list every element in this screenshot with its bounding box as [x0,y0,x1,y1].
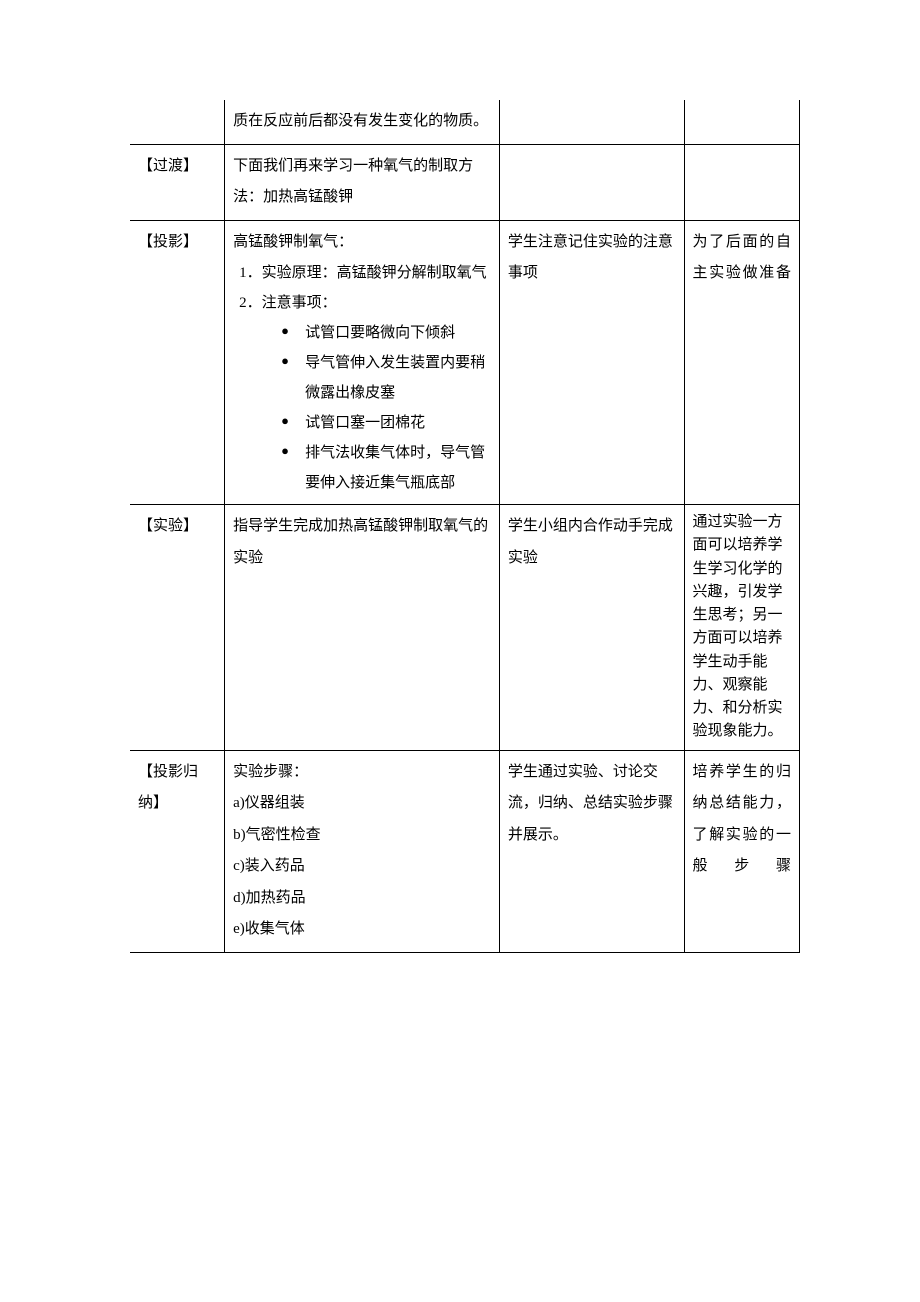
table-row: 【投影归纳】 实验步骤： a)仪器组装 b)气密性检查 c)装入药品 d)加热药… [130,750,800,952]
table-row: 【投影】 高锰酸钾制氧气： 1．实验原理：高锰酸钾分解制取氧气 2．注意事项： … [130,220,800,505]
table-row: 【过渡】 下面我们再来学习一种氧气的制取方法：加热高锰酸钾 [130,144,800,220]
content-heading: 高锰酸钾制氧气： [233,227,491,259]
purpose-text: 培养学生的归纳总结能力，了解实验的一般步骤 [693,764,791,875]
row-purpose: 培养学生的归纳总结能力，了解实验的一般步骤 [684,750,799,952]
step-item: c)装入药品 [233,851,491,883]
bullet-item: 试管口要略微向下倾斜 [281,318,491,348]
row-purpose [684,144,799,220]
row-student: 学生注意记住实验的注意事项 [499,220,684,505]
row-content: 高锰酸钾制氧气： 1．实验原理：高锰酸钾分解制取氧气 2．注意事项： 试管口要略… [225,220,500,505]
row-purpose [684,100,799,144]
row-student: 学生通过实验、讨论交流，归纳、总结实验步骤并展示。 [499,750,684,952]
row-label: 【过渡】 [130,144,225,220]
bullet-item: 导气管伸入发生装置内要稍微露出橡皮塞 [281,348,491,408]
row-label: 【实验】 [130,505,225,751]
row-content: 下面我们再来学习一种氧气的制取方法：加热高锰酸钾 [225,144,500,220]
numbered-item: 2．注意事项： [233,288,491,318]
numbered-item: 1．实验原理：高锰酸钾分解制取氧气 [233,258,491,288]
content-heading: 实验步骤： [233,757,491,789]
table-row: 质在反应前后都没有发生变化的物质。 [130,100,800,144]
table-row: 【实验】 指导学生完成加热高锰酸钾制取氧气的实验 学生小组内合作动手完成实验 通… [130,505,800,751]
step-item: d)加热药品 [233,883,491,915]
row-content: 实验步骤： a)仪器组装 b)气密性检查 c)装入药品 d)加热药品 e)收集气… [225,750,500,952]
row-content: 指导学生完成加热高锰酸钾制取氧气的实验 [225,505,500,751]
row-label: 【投影归纳】 [130,750,225,952]
row-purpose: 通过实验一方面可以培养学生学习化学的兴趣，引发学生思考；另一方面可以培养学生动手… [684,505,799,751]
step-item: a)仪器组装 [233,788,491,820]
row-purpose: 为了后面的自主实验做准备 [684,220,799,505]
row-label [130,100,225,144]
document-page: 质在反应前后都没有发生变化的物质。 【过渡】 下面我们再来学习一种氧气的制取方法… [0,0,920,1053]
row-student: 学生小组内合作动手完成实验 [499,505,684,751]
row-student [499,144,684,220]
lesson-plan-table: 质在反应前后都没有发生变化的物质。 【过渡】 下面我们再来学习一种氧气的制取方法… [130,100,800,953]
row-content: 质在反应前后都没有发生变化的物质。 [225,100,500,144]
step-item: e)收集气体 [233,914,491,946]
bullet-list: 试管口要略微向下倾斜 导气管伸入发生装置内要稍微露出橡皮塞 试管口塞一团棉花 排… [233,318,491,498]
row-student [499,100,684,144]
purpose-text: 为了后面的自主实验做准备 [693,234,791,282]
step-item: b)气密性检查 [233,820,491,852]
row-label: 【投影】 [130,220,225,505]
bullet-item: 排气法收集气体时，导气管要伸入接近集气瓶底部 [281,438,491,498]
bullet-item: 试管口塞一团棉花 [281,408,491,438]
